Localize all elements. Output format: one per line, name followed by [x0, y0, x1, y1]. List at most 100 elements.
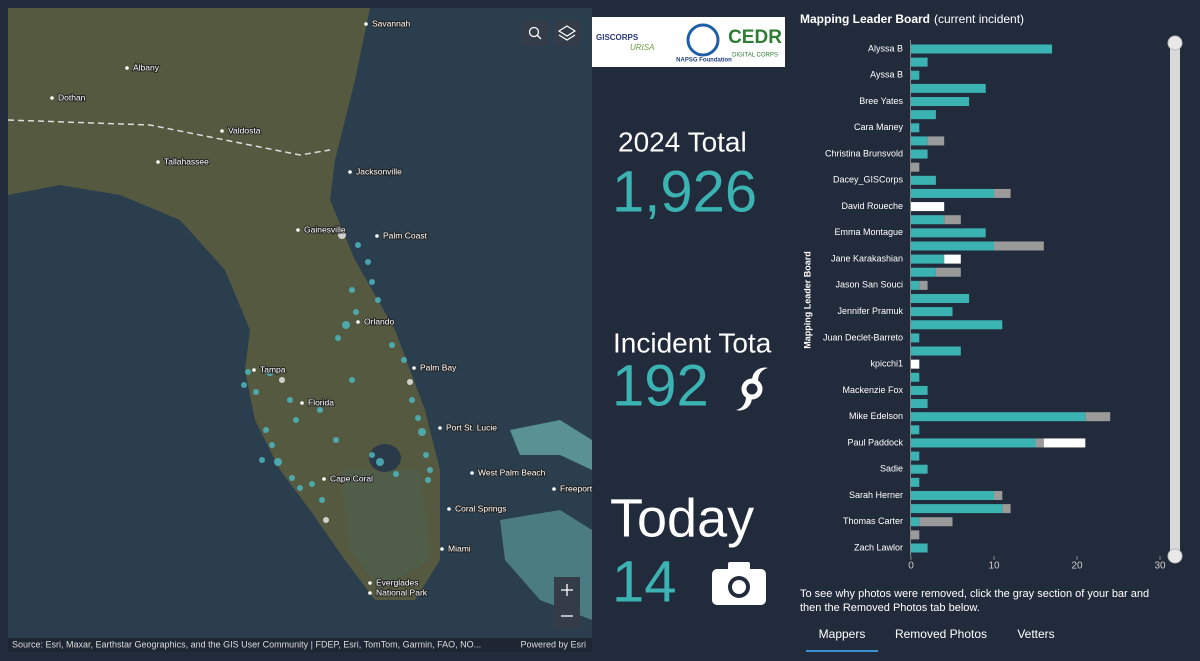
- map-point: [279, 377, 285, 383]
- bar-segment: [911, 372, 920, 382]
- search-icon: [528, 26, 540, 38]
- x-tick-label: 10: [988, 561, 1000, 572]
- logos: GISCORPS URISA NAPSG Foundation CEDR DIG…: [592, 17, 785, 67]
- note-line: To see why photos were removed, click th…: [800, 588, 1149, 600]
- map-dots: [241, 231, 433, 523]
- map-point: [259, 457, 265, 463]
- map-point: [415, 415, 421, 421]
- bar-segment: [911, 228, 986, 238]
- map-point: [269, 442, 275, 448]
- y-tick-label: Ayssa B: [870, 70, 903, 80]
- logo-giscorps: GISCORPS: [596, 33, 639, 42]
- map-city-dot: [470, 471, 474, 475]
- map-point: [418, 428, 426, 436]
- y-tick-label: Jason San Souci: [835, 280, 903, 290]
- bar-segment: [944, 254, 961, 264]
- logo-cedr: CEDR: [728, 27, 782, 48]
- stats: 2024 Total 1,926 Incident Tota 192 Today…: [610, 126, 772, 614]
- scrollbar-track[interactable]: [1170, 38, 1180, 556]
- map-label: West Palm Beach: [478, 467, 546, 477]
- bar-segment: [911, 83, 986, 93]
- bar-segment: [911, 162, 920, 172]
- tab[interactable]: Removed Photos: [895, 627, 987, 641]
- map-point: [293, 417, 299, 423]
- y-tick-label: Christina Brunsvold: [825, 148, 903, 158]
- map-city-dot: [375, 234, 379, 238]
- map-powered-by: Powered by Esri: [520, 639, 586, 649]
- map-point: [355, 242, 361, 248]
- map-point: [349, 287, 355, 293]
- map-point: [335, 335, 341, 341]
- map-point: [342, 321, 350, 329]
- map-point: [369, 279, 375, 285]
- map-point: [393, 471, 399, 477]
- map-point: [266, 368, 274, 376]
- map-point: [423, 452, 429, 458]
- bar-segment: [911, 241, 994, 251]
- map-label: Jacksonville: [356, 166, 402, 176]
- map-label: Gainesville: [304, 224, 346, 234]
- bar-segment: [911, 385, 928, 395]
- bar-segment: [911, 175, 936, 185]
- bar-segment: [911, 346, 961, 356]
- map-everglades: [340, 470, 430, 590]
- map-point: [338, 231, 346, 239]
- bar-segment: [1002, 504, 1011, 514]
- attribution-bar: [8, 638, 592, 652]
- map-point: [289, 475, 295, 481]
- y-tick-label: Sadie: [880, 464, 903, 474]
- map-point: [353, 309, 359, 315]
- x-tick-label: 0: [908, 561, 914, 572]
- map-point: [365, 259, 371, 265]
- map-land: [8, 8, 440, 600]
- map-panel: Savannah Albany Dothan Valdosta Tallahassee J…: [7, 8, 594, 652]
- map-point: [389, 342, 395, 348]
- layers-button[interactable]: [554, 20, 580, 46]
- y-tick-label: Zach Lawlor: [854, 542, 903, 552]
- map-point: [409, 397, 415, 403]
- map-city-dot: [356, 320, 360, 324]
- scroll-handle-bottom[interactable]: [1167, 548, 1183, 564]
- y-tick-label: Dacey_GISCorps: [833, 175, 904, 185]
- map-city-dot: [438, 426, 442, 430]
- map-city-dot: [125, 66, 129, 70]
- bar-segment: [911, 294, 970, 303]
- map-city-dot: [348, 170, 352, 174]
- map-label: Albany: [133, 62, 160, 72]
- bar-segment: [911, 333, 920, 343]
- map-city-dot: [156, 160, 160, 164]
- stat-label: Incident Tota: [613, 327, 772, 358]
- tab[interactable]: Mappers: [819, 627, 866, 641]
- map-label: Cape Coral: [330, 473, 373, 483]
- map-label: Savannah: [372, 18, 411, 28]
- map-point: [241, 382, 247, 388]
- zoom-in-icon: [561, 584, 573, 596]
- bar-segment: [911, 123, 920, 133]
- bar-segment: [911, 202, 945, 212]
- scroll-handle-top[interactable]: [1167, 35, 1183, 51]
- stat-label: 2024 Total: [618, 126, 747, 157]
- bar-segment: [944, 215, 961, 225]
- logo-napsg-mark: [686, 23, 720, 57]
- map-point: [425, 477, 431, 483]
- bar-segment: [911, 543, 928, 553]
- search-button[interactable]: [522, 20, 548, 46]
- bar-segment: [911, 188, 994, 198]
- logo-urisa: URISA: [630, 43, 654, 52]
- tab[interactable]: Vetters: [1017, 627, 1054, 641]
- x-tick-label: 30: [1154, 561, 1166, 572]
- map-city-dot: [552, 487, 556, 491]
- map-city-dot: [412, 366, 416, 370]
- bar-segment: [1085, 412, 1111, 422]
- bar-segment: [911, 438, 1036, 448]
- map-label: Florida: [308, 397, 334, 407]
- map-city-dot: [440, 547, 444, 551]
- map-label: Palm Coast: [383, 230, 428, 240]
- map-lake: [369, 444, 401, 472]
- y-tick-label: Cara Maney: [854, 122, 904, 132]
- map-label: Coral Springs: [455, 503, 507, 513]
- chart-subtitle: (current incident): [934, 12, 1024, 26]
- bar-segment: [911, 70, 920, 80]
- y-tick-label: Mackenzie Fox: [842, 385, 903, 395]
